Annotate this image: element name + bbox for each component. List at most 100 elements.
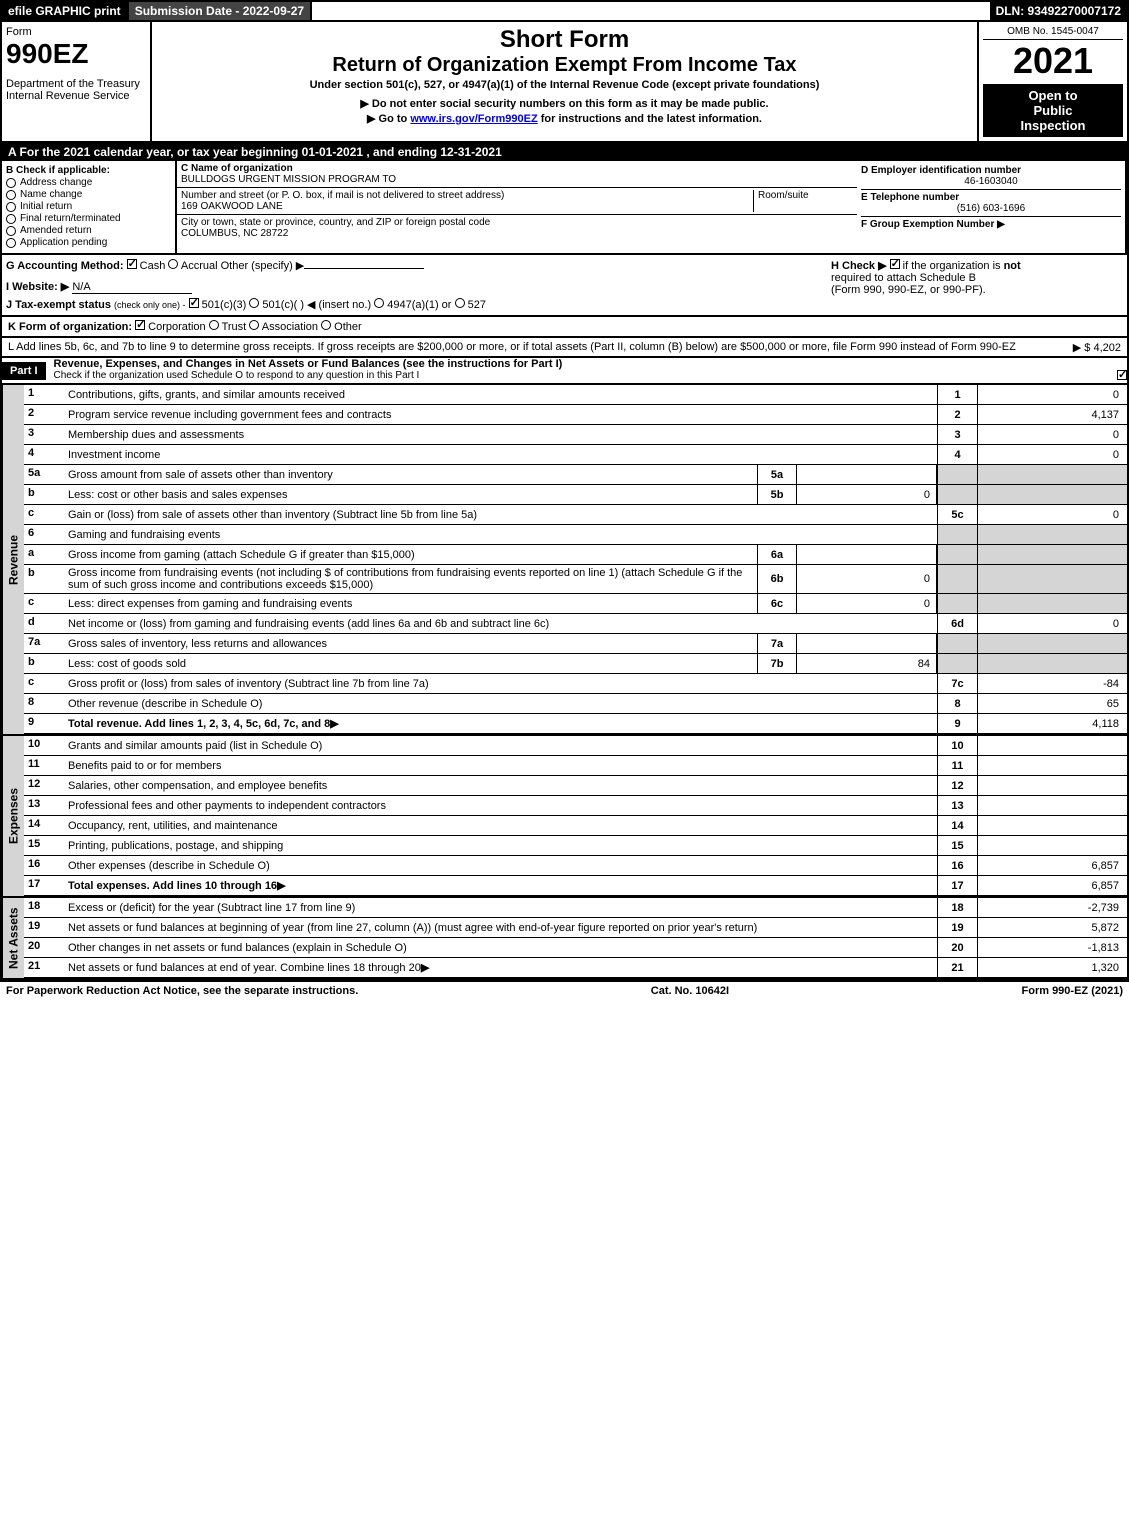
line-desc: Gross profit or (loss) from sales of inv… bbox=[64, 674, 937, 693]
j-note: (check only one) - bbox=[114, 300, 186, 310]
r-num bbox=[937, 565, 977, 593]
part1-header-row: Part I Revenue, Expenses, and Changes in… bbox=[0, 358, 1129, 385]
table-row: 19Net assets or fund balances at beginni… bbox=[24, 918, 1127, 938]
h-checkbox[interactable] bbox=[890, 259, 900, 269]
c-name-row: C Name of organization BULLDOGS URGENT M… bbox=[177, 161, 857, 188]
r-val: 0 bbox=[977, 614, 1127, 633]
efile-label[interactable]: efile GRAPHIC print bbox=[2, 2, 129, 20]
line-num: 13 bbox=[24, 796, 64, 815]
h-text1: if the organization is bbox=[903, 260, 1004, 272]
part1-check[interactable] bbox=[1117, 370, 1127, 380]
k-opt-checkbox[interactable] bbox=[209, 320, 219, 330]
r-val: 4,118 bbox=[977, 714, 1127, 733]
r-num: 4 bbox=[937, 445, 977, 464]
line-num: 5a bbox=[24, 465, 64, 484]
r-val: 6,857 bbox=[977, 876, 1127, 895]
line-num: 15 bbox=[24, 836, 64, 855]
line-desc: Gross income from gaming (attach Schedul… bbox=[64, 545, 757, 564]
r-val bbox=[977, 565, 1127, 593]
r-val bbox=[977, 525, 1127, 544]
r-val bbox=[977, 545, 1127, 564]
line-desc: Less: direct expenses from gaming and fu… bbox=[64, 594, 757, 613]
r-val: 4,137 bbox=[977, 405, 1127, 424]
line-desc: Program service revenue including govern… bbox=[64, 405, 937, 424]
table-row: 17Total expenses. Add lines 10 through 1… bbox=[24, 876, 1127, 896]
k-opt-label: Trust bbox=[222, 321, 247, 333]
colb-checkbox[interactable] bbox=[6, 238, 16, 248]
table-row: 20Other changes in net assets or fund ba… bbox=[24, 938, 1127, 958]
line-desc: Gain or (loss) from sale of assets other… bbox=[64, 505, 937, 524]
j-label: J Tax-exempt status bbox=[6, 299, 111, 311]
line-num: 10 bbox=[24, 736, 64, 755]
line-num: 21 bbox=[24, 958, 64, 977]
table-row: 13Professional fees and other payments t… bbox=[24, 796, 1127, 816]
j1-checkbox[interactable] bbox=[189, 298, 199, 308]
h-box: H Check ▶ if the organization is not req… bbox=[823, 259, 1123, 311]
city-label: City or town, state or province, country… bbox=[181, 217, 853, 228]
line-num: 8 bbox=[24, 694, 64, 713]
colb-checkbox[interactable] bbox=[6, 226, 16, 236]
footer-right-pre: Form bbox=[1022, 985, 1053, 997]
colb-checkbox[interactable] bbox=[6, 214, 16, 224]
line-num: 14 bbox=[24, 816, 64, 835]
line-desc: Benefits paid to or for members bbox=[64, 756, 937, 775]
line-desc: Gaming and fundraising events bbox=[64, 525, 937, 544]
r-val bbox=[977, 776, 1127, 795]
line-desc: Gross sales of inventory, less returns a… bbox=[64, 634, 757, 653]
sub3-post: for instructions and the latest informat… bbox=[538, 113, 762, 125]
r-num bbox=[937, 545, 977, 564]
r-num: 6d bbox=[937, 614, 977, 633]
r-val bbox=[977, 796, 1127, 815]
r-num: 20 bbox=[937, 938, 977, 957]
top-bar: efile GRAPHIC print Submission Date - 20… bbox=[0, 0, 1129, 22]
line-desc: Other expenses (describe in Schedule O) bbox=[64, 856, 937, 875]
k-opt-checkbox[interactable] bbox=[135, 320, 145, 330]
line-desc: Salaries, other compensation, and employ… bbox=[64, 776, 937, 795]
line-num: b bbox=[24, 485, 64, 504]
g-other-line[interactable] bbox=[304, 268, 424, 269]
sub-val bbox=[797, 634, 937, 653]
footer-left: For Paperwork Reduction Act Notice, see … bbox=[6, 985, 358, 997]
tax-year: 2021 bbox=[983, 40, 1123, 82]
irs-link[interactable]: www.irs.gov/Form990EZ bbox=[410, 113, 537, 125]
table-row: bGross income from fundraising events (n… bbox=[24, 565, 1127, 594]
cash-checkbox[interactable] bbox=[127, 259, 137, 269]
k-line: K Form of organization: Corporation Trus… bbox=[0, 317, 1129, 338]
j3-checkbox[interactable] bbox=[374, 298, 384, 308]
table-row: 18Excess or (deficit) for the year (Subt… bbox=[24, 898, 1127, 918]
j4-checkbox[interactable] bbox=[455, 298, 465, 308]
colb-checkbox[interactable] bbox=[6, 202, 16, 212]
g-row: G Accounting Method: Cash Accrual Other … bbox=[6, 259, 803, 272]
r-val: -1,813 bbox=[977, 938, 1127, 957]
table-row: bLess: cost of goods sold7b84 bbox=[24, 654, 1127, 674]
colb-item: Name change bbox=[6, 189, 171, 200]
r-num: 17 bbox=[937, 876, 977, 895]
r-val: 5,872 bbox=[977, 918, 1127, 937]
colb-checkbox[interactable] bbox=[6, 190, 16, 200]
j2-checkbox[interactable] bbox=[249, 298, 259, 308]
open1: Open to bbox=[987, 88, 1119, 103]
r-num: 3 bbox=[937, 425, 977, 444]
part1-check-text: Check if the organization used Schedule … bbox=[54, 370, 420, 381]
line-num: 19 bbox=[24, 918, 64, 937]
line-desc: Total expenses. Add lines 10 through 16 … bbox=[64, 876, 937, 895]
l-amount: ▶ $ 4,202 bbox=[1073, 341, 1121, 354]
j-row: J Tax-exempt status (check only one) - 5… bbox=[6, 298, 803, 311]
table-row: dNet income or (loss) from gaming and fu… bbox=[24, 614, 1127, 634]
header-mid: Short Form Return of Organization Exempt… bbox=[152, 22, 977, 141]
k-opt-checkbox[interactable] bbox=[321, 320, 331, 330]
r-num: 21 bbox=[937, 958, 977, 977]
return-title: Return of Organization Exempt From Incom… bbox=[156, 54, 973, 77]
r-num: 15 bbox=[937, 836, 977, 855]
colb-checkbox[interactable] bbox=[6, 178, 16, 188]
header-right: OMB No. 1545-0047 2021 Open to Public In… bbox=[977, 22, 1127, 141]
k-opt-checkbox[interactable] bbox=[249, 320, 259, 330]
accrual-checkbox[interactable] bbox=[168, 259, 178, 269]
r-num: 12 bbox=[937, 776, 977, 795]
line-desc: Less: cost or other basis and sales expe… bbox=[64, 485, 757, 504]
line-desc: Professional fees and other payments to … bbox=[64, 796, 937, 815]
header-sub2: ▶ Do not enter social security numbers o… bbox=[156, 97, 973, 110]
table-row: cGross profit or (loss) from sales of in… bbox=[24, 674, 1127, 694]
line-desc: Excess or (deficit) for the year (Subtra… bbox=[64, 898, 937, 917]
part1-table: Revenue 1Contributions, gifts, grants, a… bbox=[0, 385, 1129, 980]
